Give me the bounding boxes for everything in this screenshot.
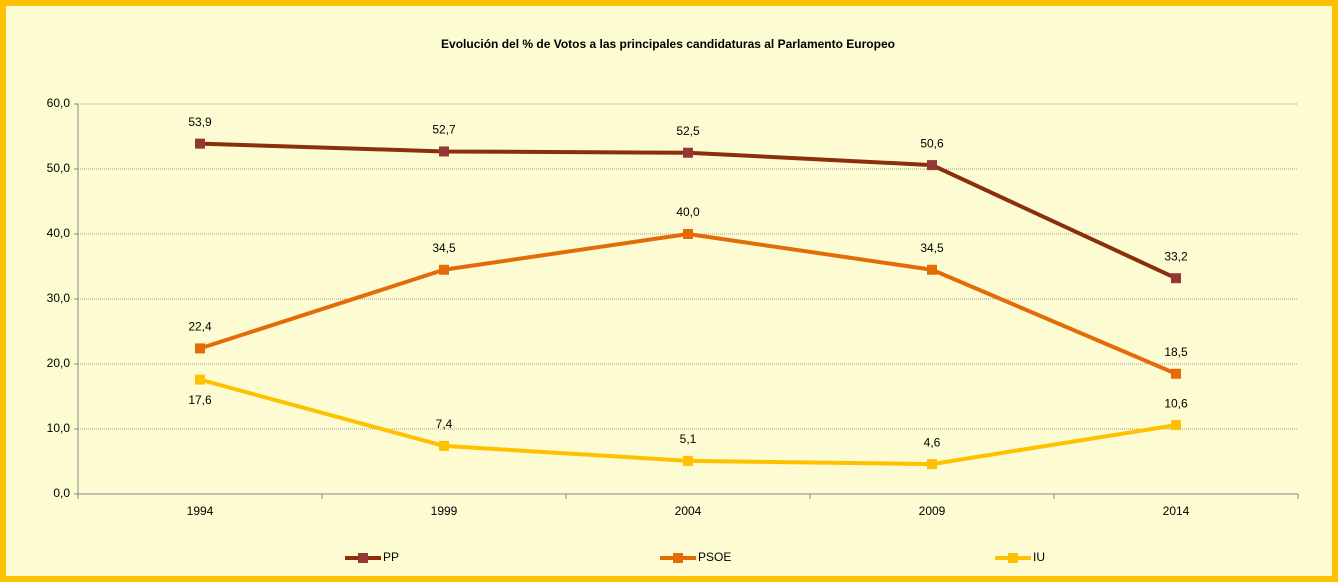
data-point	[683, 455, 693, 466]
data-point	[439, 440, 449, 451]
legend-marker	[673, 553, 683, 563]
data-label: 34,5	[432, 241, 456, 255]
chart-title: Evolución del % de Votos a las principal…	[441, 37, 895, 51]
data-point	[195, 374, 205, 385]
data-point	[927, 160, 937, 171]
data-point	[195, 138, 205, 149]
data-label: 52,7	[432, 123, 456, 137]
data-label: 17,6	[188, 393, 212, 407]
data-point	[1171, 368, 1181, 379]
legend-label: IU	[1033, 550, 1045, 564]
y-tick-label: 10,0	[47, 421, 71, 435]
data-point	[1171, 273, 1181, 284]
data-label: 53,9	[188, 115, 212, 129]
data-label: 52,5	[676, 124, 700, 138]
data-label: 22,4	[188, 320, 212, 334]
legend-marker	[1008, 553, 1018, 563]
data-label: 40,0	[676, 205, 700, 219]
data-point	[683, 147, 693, 158]
data-label: 50,6	[920, 136, 944, 150]
data-point	[927, 264, 937, 275]
y-tick-label: 50,0	[47, 161, 71, 175]
data-point	[439, 146, 449, 157]
data-label: 10,6	[1164, 396, 1188, 410]
x-tick-label: 2014	[1163, 504, 1190, 518]
data-label: 7,4	[436, 417, 453, 431]
data-point	[1171, 420, 1181, 431]
data-point	[439, 264, 449, 275]
x-tick-label: 1999	[431, 504, 458, 518]
legend-label: PSOE	[698, 550, 731, 564]
y-tick-label: 60,0	[47, 96, 71, 110]
y-tick-label: 30,0	[47, 291, 71, 305]
data-label: 33,2	[1164, 249, 1188, 263]
x-tick-label: 2004	[675, 504, 702, 518]
data-label: 5,1	[680, 432, 697, 446]
data-label: 4,6	[924, 435, 941, 449]
y-tick-label: 40,0	[47, 226, 71, 240]
x-tick-label: 1994	[187, 504, 214, 518]
y-tick-label: 0,0	[53, 486, 70, 500]
data-label: 34,5	[920, 241, 944, 255]
y-tick-label: 20,0	[47, 356, 71, 370]
data-label: 18,5	[1164, 345, 1188, 359]
data-point	[927, 459, 937, 470]
data-point	[195, 343, 205, 354]
legend-marker	[358, 553, 368, 563]
legend-label: PP	[383, 550, 399, 564]
x-tick-label: 2009	[919, 504, 946, 518]
data-point	[683, 229, 693, 239]
